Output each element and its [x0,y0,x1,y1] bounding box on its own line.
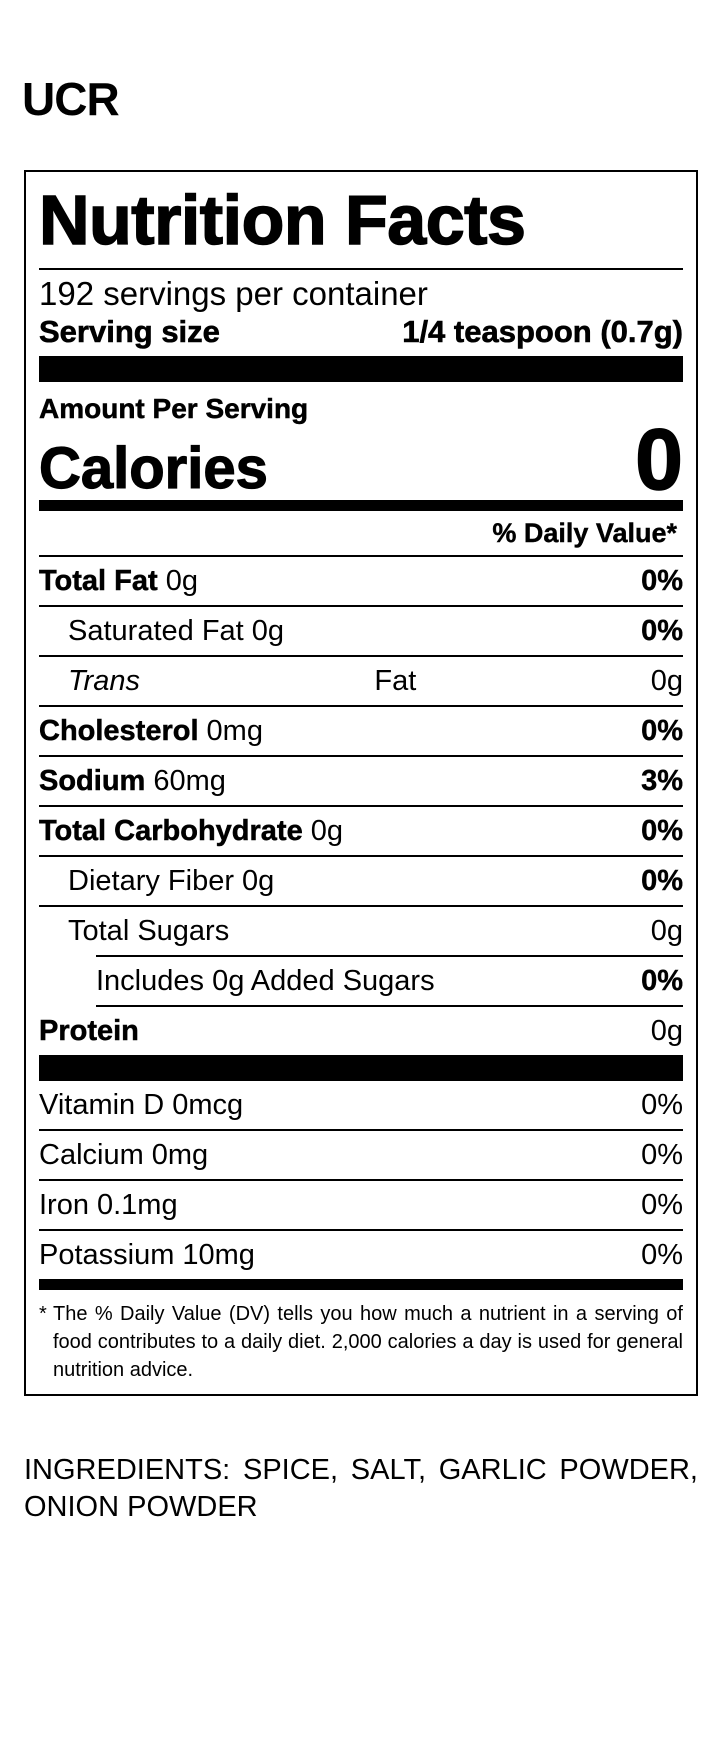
calories-row: Calories 0 [38,416,683,504]
serving-size-row: Serving size 1/4 teaspoon (0.7g) [39,314,684,350]
vitamin-row: Calcium 0mg 0% [39,1131,683,1181]
nutrient-row: Protein 0g [39,1007,683,1055]
dv-header: % Daily Value* [39,511,683,557]
nutrient-dv: 0% [641,964,683,997]
vitamin-row: Vitamin D 0mcg 0% [39,1081,683,1131]
nutrient-amount: 0g [650,1014,683,1047]
footnote-mark: * [39,1303,47,1325]
vitamin-amount: 0mcg [172,1088,244,1121]
amount-per-serving: Amount Per Serving [39,393,309,424]
nutrient-dv: 0% [641,564,683,597]
servings: 192 servings per container [39,275,428,312]
calories-value: 0 [634,412,683,508]
nutrient-name: Fat [374,664,417,697]
nutrient-name: Protein [39,1014,139,1047]
nutrient-name-italic: Trans [68,664,140,697]
vitamin-dv: 0% [641,1138,683,1171]
nutrient-dv: 0% [641,814,683,847]
nutrient-dv: 0% [641,864,683,897]
nutrient-row: Total Sugars 0g [39,907,683,955]
label-title: Nutrition Facts [38,172,683,270]
nutrient-amount: 0g [650,914,683,947]
nutrient-row: Sodium 60mg 3% [39,757,683,807]
nutrition-label: Nutrition Facts 192 servings per contain… [24,170,698,1396]
nutrient-row: Includes 0g Added Sugars 0% [96,955,683,1007]
nutrient-amount: 0g [165,564,198,597]
nutrient-row: Cholesterol 0mg 0% [39,707,683,757]
nutrient-amount: 0g [310,814,343,847]
nutrient-row: Dietary Fiber 0g 0% [39,857,683,907]
nutrient-row: Saturated Fat 0g 0% [39,607,683,657]
nutrient-amount: 60mg [153,764,226,797]
nutrient-row: Total Fat 0g 0% [39,557,683,607]
nutrient-name: Sodium [39,764,146,797]
vitamin-row: Iron 0.1mg 0% [39,1181,683,1231]
nutrient-name: Includes 0g Added Sugars [96,964,435,997]
nutrient-dv: 0% [641,714,683,747]
serving-size: 1/4 teaspoon (0.7g) [402,314,683,350]
calories-label: Calories [38,436,268,501]
vitamin-amount: 10mg [182,1238,255,1271]
nutrient-name: Cholesterol [39,714,199,747]
vitamin-name: Potassium [39,1238,175,1271]
nutrient-amount: 0g [650,664,683,697]
nutrient-dv: 3% [641,764,683,797]
nutrient-row: Trans Fat 0g [39,657,683,707]
ingredients: INGREDIENTS: SPICE, SALT, GARLIC POWDER,… [24,1454,698,1523]
vitamin-name: Vitamin D [39,1088,165,1121]
nutrient-name: Total Sugars [68,914,230,947]
brand: UCR [22,73,120,125]
thick-rule [39,1055,683,1081]
vitamin-dv: 0% [641,1238,683,1271]
nutrient-name: Dietary Fiber [68,864,234,897]
serving-size-label: Serving size [39,314,221,350]
vitamin-row: Potassium 10mg 0% [39,1231,683,1279]
medium-rule [39,500,683,511]
thick-rule [39,356,683,382]
nutrient-name: Total Carbohydrate [39,814,303,847]
footnote-text: The % Daily Value (DV) tells you how muc… [53,1303,683,1381]
vitamin-name: Iron [39,1188,89,1221]
vitamin-dv: 0% [641,1188,683,1221]
vitamin-amount: 0mg [151,1138,209,1171]
medium-rule [39,1279,683,1290]
nutrient-amount: 0g [242,864,275,897]
vitamin-amount: 0.1mg [96,1188,178,1221]
vitamin-name: Calcium [39,1138,144,1171]
nutrient-amount: 0mg [206,714,263,747]
nutrient-name: Total Fat [39,564,158,597]
footnote: * The % Daily Value (DV) tells you how m… [39,1300,683,1384]
nutrient-amount: 0g [251,614,284,647]
nutrient-name: Saturated Fat [68,614,244,647]
nutrient-dv: 0% [641,614,683,647]
vitamin-dv: 0% [641,1088,683,1121]
nutrient-row: Total Carbohydrate 0g 0% [39,807,683,857]
